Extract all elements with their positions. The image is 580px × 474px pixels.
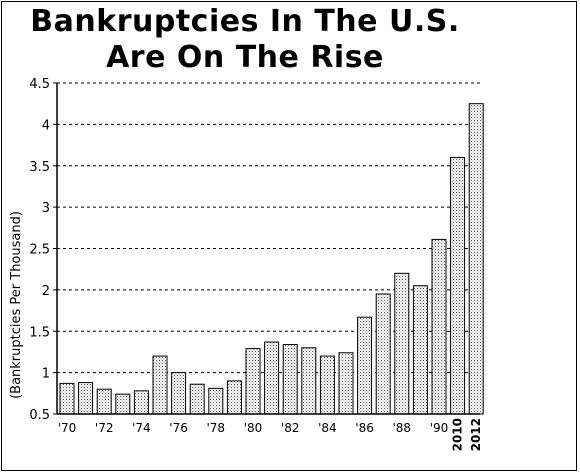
bar-1986 [357,316,373,415]
bars [59,103,484,415]
x-tick-label: '70 [58,421,77,435]
x-tick-labels: '70 '72 '74 '76 '78 '80 '82 '84 '86 '88 '90 2010 201… [58,418,483,451]
bar-1990 [431,238,447,415]
bar-1976 [171,372,187,415]
x-tick-label: '90 [430,421,449,435]
y-tick-label: 2.5 [29,243,50,258]
x-tick-label: '82 [281,421,300,435]
axes [53,82,480,415]
bar-1977 [189,383,205,415]
y-tick-label: 4 [42,118,50,133]
x-tick-label: 2012 [469,418,483,451]
bar-1971 [78,382,94,415]
bar-1984 [319,355,335,415]
y-axis-label: (Bankruptcies Per Thousand) [9,211,24,399]
bar-1989 [412,285,428,415]
bar-1980 [245,348,261,415]
x-tick-label: '74 [132,421,151,435]
x-tick-label: '76 [169,421,188,435]
chart-title-line-2: Are On The Rise [106,40,384,75]
x-tick-label: '80 [244,421,263,435]
bar-1981 [264,341,280,415]
bar-1982 [282,343,298,415]
x-tick-label: '72 [95,421,114,435]
bar-1985 [338,352,354,415]
x-tick-label: 2010 [451,418,465,451]
bar-1978 [208,387,224,415]
bar-1983 [301,347,317,415]
y-tick-labels: 0.5 1 1.5 2 2.5 3 3.5 4 4.5 [29,77,50,423]
bar-1972 [96,388,112,415]
y-tick-label: 3 [42,201,50,216]
y-tick-label: 1.5 [29,325,50,340]
bar-1970 [59,382,75,415]
y-tick-label: 0.5 [29,408,50,423]
y-tick-label: 1 [42,367,50,382]
bar-1979 [226,380,242,415]
chart-title-line-1: Bankruptcies In The U.S. [30,4,460,39]
bar-1987 [375,293,391,415]
y-tick-label: 2 [42,284,50,299]
x-tick-label: '84 [318,421,337,435]
x-tick-label: '88 [393,421,412,435]
y-tick-label: 3.5 [29,160,50,175]
bar-2010 [450,156,466,415]
bar-1974 [133,390,149,415]
x-tick-label: '78 [207,421,226,435]
y-tick-label: 4.5 [29,77,50,92]
bar-1975 [152,355,168,415]
bar-2012 [468,103,484,415]
bar-1988 [394,272,410,415]
bar-1973 [115,393,131,415]
x-tick-label: '86 [355,421,374,435]
